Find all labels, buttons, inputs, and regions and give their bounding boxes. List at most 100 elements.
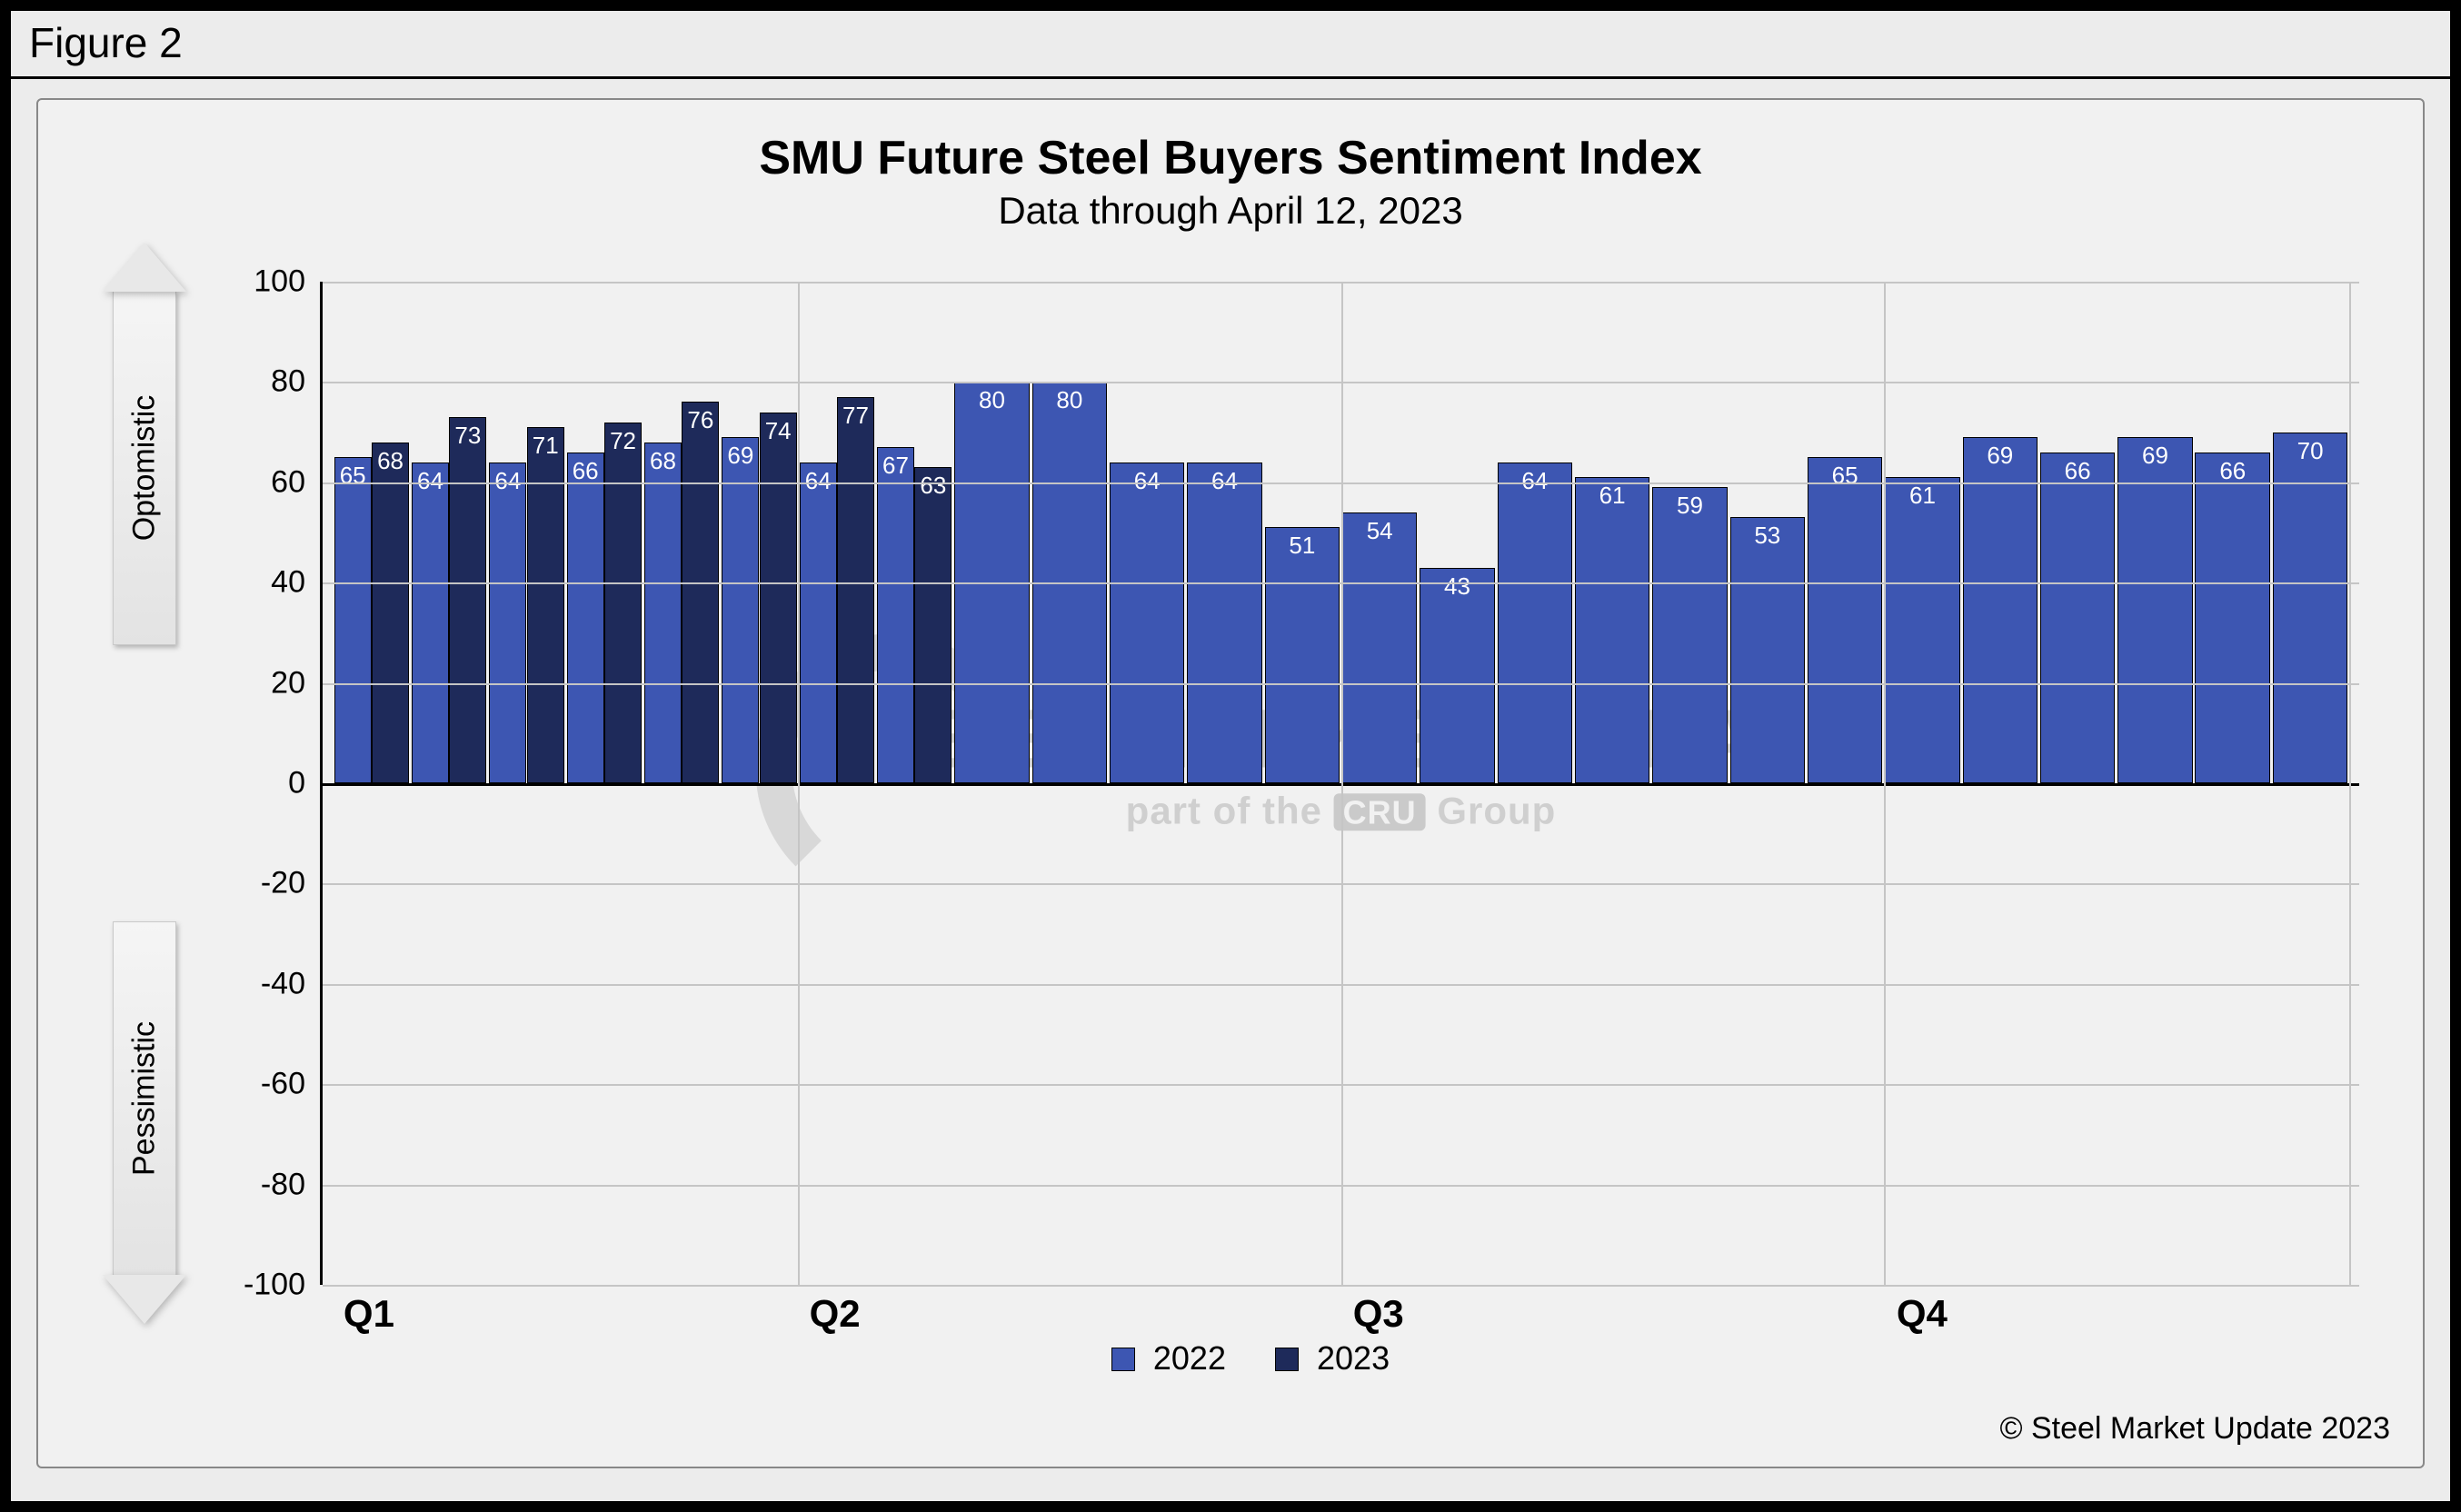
bar-2022: 61: [1885, 477, 1960, 783]
bar-2023: 74: [760, 413, 797, 783]
bar-value: 68: [650, 447, 676, 475]
bar-2022: 66: [2195, 453, 2270, 783]
bar-2022: 61: [1575, 477, 1650, 783]
optimistic-arrow: Optomistic: [113, 291, 176, 645]
bar-2022: 64: [412, 463, 449, 783]
bar-2023: 63: [914, 467, 952, 783]
bar-value: 64: [1521, 467, 1548, 495]
bar-value: 64: [494, 467, 521, 495]
bar-value: 61: [1599, 482, 1626, 510]
bar-2022: 69: [2117, 437, 2193, 783]
bar-value: 43: [1444, 572, 1470, 601]
bar-2023: 73: [449, 417, 486, 783]
gridline-v: [1341, 282, 1343, 1285]
bar-value: 73: [454, 422, 481, 450]
legend-swatch-2022: [1111, 1348, 1135, 1371]
bar-2022: 64: [1187, 463, 1262, 783]
bar-value: 54: [1367, 517, 1393, 545]
copyright: © Steel Market Update 2023: [1999, 1411, 2390, 1447]
bar-value: 66: [573, 457, 599, 485]
y-tick: 100: [254, 264, 305, 300]
bar-value: 61: [1909, 482, 1936, 510]
bar-2023: 71: [527, 427, 564, 783]
bar-2022: 64: [800, 463, 837, 783]
bar-value: 67: [882, 452, 909, 480]
chart-area: Optomistic Pessimistic -100-80-60-40-200…: [102, 282, 2368, 1285]
bar-2022: 65: [334, 457, 372, 783]
x-quarter-label: Q3: [1353, 1292, 1404, 1336]
y-tick: -40: [261, 966, 305, 1001]
legend-swatch-2023: [1275, 1348, 1299, 1371]
x-quarter-label: Q2: [810, 1292, 861, 1336]
bar-value: 66: [2219, 457, 2246, 485]
bar-value: 70: [2297, 437, 2324, 465]
bar-2022: 59: [1652, 487, 1728, 783]
y-tick: -20: [261, 866, 305, 901]
bar-value: 64: [805, 467, 832, 495]
bar-2022: 68: [644, 443, 682, 783]
bar-2022: 69: [722, 437, 759, 783]
bar-value: 74: [765, 417, 792, 445]
bar-value: 71: [533, 432, 559, 460]
chart-card: SMU Future Steel Buyers Sentiment Index …: [36, 98, 2425, 1468]
bar-value: 76: [687, 406, 713, 434]
legend-label-2023: 2023: [1317, 1339, 1390, 1377]
y-tick: 0: [288, 766, 305, 801]
axis-label-up: Optomistic: [127, 395, 163, 542]
bar-2022: 66: [567, 453, 604, 783]
bar-2022: 64: [489, 463, 526, 783]
gridline-h: [323, 1285, 2359, 1287]
bar-2022: 67: [877, 447, 914, 783]
x-quarter-label: Q1: [344, 1292, 394, 1336]
bar-2022: 66: [2040, 453, 2116, 783]
x-quarter-label: Q4: [1897, 1292, 1948, 1336]
y-tick: -80: [261, 1167, 305, 1202]
gridline-v: [798, 282, 800, 1285]
axis-label-down: Pessimistic: [127, 1021, 163, 1176]
plot-area: STEEL MARKET UPDATE part of the CRU Grou…: [320, 282, 2359, 1285]
bar-2022: 53: [1730, 517, 1806, 783]
bar-value: 66: [2065, 457, 2091, 485]
figure-frame: Figure 2 SMU Future Steel Buyers Sentime…: [7, 7, 2454, 1505]
pessimistic-arrow: Pessimistic: [113, 921, 176, 1276]
bar-2022: 69: [1963, 437, 2038, 783]
bar-2023: 76: [682, 402, 719, 783]
bar-2023: 68: [372, 443, 409, 783]
y-tick: 80: [271, 364, 305, 400]
chart-subtitle: Data through April 12, 2023: [38, 189, 2423, 233]
bar-2023: 77: [837, 397, 874, 783]
bar-value: 64: [1211, 467, 1238, 495]
bar-2022: 64: [1110, 463, 1185, 783]
bar-2022: 64: [1498, 463, 1573, 783]
bar-2022: 43: [1420, 568, 1495, 783]
bar-value: 77: [842, 402, 869, 430]
bar-value: 59: [1677, 492, 1703, 520]
legend-label-2022: 2022: [1153, 1339, 1226, 1377]
bar-2023: 72: [604, 423, 642, 783]
y-tick: -100: [244, 1268, 305, 1303]
gridline-v: [2349, 282, 2351, 1285]
y-tick: 60: [271, 464, 305, 500]
bar-value: 69: [2142, 442, 2168, 470]
bar-value: 69: [727, 442, 753, 470]
bar-value: 65: [1832, 462, 1858, 490]
bar-value: 64: [1134, 467, 1161, 495]
bar-2022: 65: [1808, 457, 1883, 783]
bar-value: 72: [610, 427, 636, 455]
bar-value: 51: [1289, 532, 1315, 560]
y-tick: 20: [271, 665, 305, 701]
legend: 2022 2023: [38, 1339, 2423, 1378]
bar-value: 53: [1754, 522, 1780, 550]
y-tick: 40: [271, 565, 305, 601]
bar-2022: 54: [1342, 512, 1418, 783]
bar-value: 68: [377, 447, 404, 475]
y-axis-ticks: -100-80-60-40-20020406080100: [211, 282, 311, 1285]
bar-2022: 51: [1265, 527, 1340, 783]
bar-value: 65: [340, 462, 366, 490]
figure-label: Figure 2: [11, 11, 2450, 79]
y-tick: -60: [261, 1067, 305, 1102]
bar-value: 63: [920, 472, 946, 500]
bar-value: 64: [417, 467, 443, 495]
chart-title: SMU Future Steel Buyers Sentiment Index: [38, 131, 2423, 185]
bar-value: 80: [979, 386, 1005, 414]
